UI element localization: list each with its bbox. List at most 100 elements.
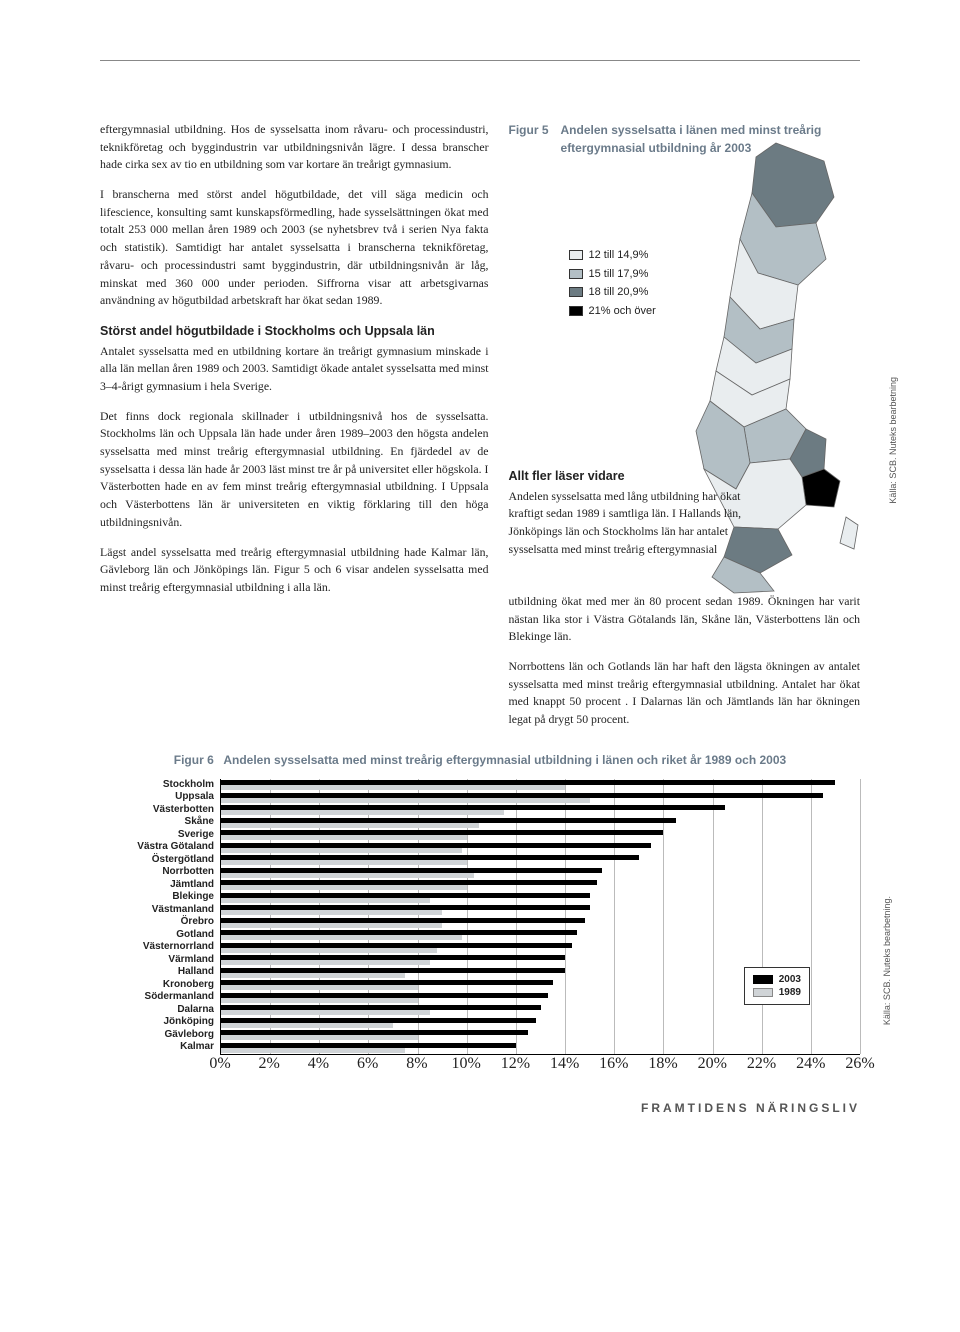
region-label: Gävleborg xyxy=(100,1029,214,1042)
region-label: Dalarna xyxy=(100,1004,214,1017)
bar-row xyxy=(221,1016,860,1029)
legend-label: 15 till 17,9% xyxy=(589,266,649,283)
legend-swatch xyxy=(753,975,773,984)
figure5-source: Källa: SCB. Nuteks bearbetning xyxy=(887,377,901,504)
region-label: Västra Götaland xyxy=(100,841,214,854)
paragraph: Lägst andel sysselsatta med treårig efte… xyxy=(100,544,489,597)
bar-row xyxy=(221,954,860,967)
figure-label: Figur 5 xyxy=(509,121,549,157)
figure-title: Andelen sysselsatta med minst treårig ef… xyxy=(223,753,786,767)
bar-row xyxy=(221,891,860,904)
page-footer: FRAMTIDENS NÄRINGSLIV xyxy=(100,1101,860,1115)
region-label: Halland xyxy=(100,966,214,979)
bar-row xyxy=(221,804,860,817)
legend-swatch xyxy=(569,287,583,297)
bar-row xyxy=(221,941,860,954)
paragraph: Norrbottens län och Gotlands län har haf… xyxy=(509,658,861,729)
bar-1989 xyxy=(221,898,430,903)
legend-swatch xyxy=(753,988,773,997)
page: eftergymnasial utbildning. Hos de syssel… xyxy=(0,0,960,1155)
bar-1989 xyxy=(221,885,467,890)
legend-item: 15 till 17,9% xyxy=(569,266,656,283)
region-label: Kronoberg xyxy=(100,979,214,992)
two-column-layout: eftergymnasial utbildning. Hos de syssel… xyxy=(100,121,860,729)
legend-label: 12 till 14,9% xyxy=(589,247,649,264)
map-legend: 12 till 14,9% 15 till 17,9%18 till 20,9% 2… xyxy=(569,247,656,321)
legend-item: 1989 xyxy=(753,987,801,998)
legend-swatch xyxy=(569,269,583,279)
paragraph: Antalet sysselsatta med en utbildning ko… xyxy=(100,343,489,396)
region-label: Södermanland xyxy=(100,991,214,1004)
right-intro-overlay: Allt fler läser vidare Andelen sysselsat… xyxy=(509,467,749,559)
paragraph: utbildning ökat med mer än 80 procent se… xyxy=(509,593,861,646)
region-label: Värmland xyxy=(100,954,214,967)
chart-legend: 2003 1989 xyxy=(744,967,810,1005)
bar-1989 xyxy=(221,873,474,878)
region-label: Östergötland xyxy=(100,854,214,867)
bar-1989 xyxy=(221,810,504,815)
bar-1989 xyxy=(221,948,437,953)
x-tick-label: 12% xyxy=(501,1055,530,1073)
bar-row xyxy=(221,1029,860,1042)
bar-1989 xyxy=(221,985,418,990)
region-label: Örebro xyxy=(100,916,214,929)
x-tick-label: 24% xyxy=(796,1055,825,1073)
legend-item: 2003 xyxy=(753,974,801,985)
bar-1989 xyxy=(221,923,442,928)
region-label: Jämtland xyxy=(100,879,214,892)
bar-1989 xyxy=(221,823,479,828)
bar-1989 xyxy=(221,1048,405,1053)
bar-1989 xyxy=(221,973,405,978)
region-label: Västerbotten xyxy=(100,804,214,817)
x-tick-label: 6% xyxy=(357,1055,378,1073)
bar-row xyxy=(221,1004,860,1017)
chart-plot-area xyxy=(220,779,860,1055)
x-tick-label: 16% xyxy=(599,1055,628,1073)
bar-1989 xyxy=(221,860,467,865)
bar-1989 xyxy=(221,998,418,1003)
figure6-source: Källa: SCB. Nuteks bearbetning. xyxy=(882,896,892,1025)
paragraph: eftergymnasial utbildning. Hos de syssel… xyxy=(100,121,489,174)
figure-label: Figur 6 xyxy=(174,753,214,767)
chart-y-labels: StockholmUppsalaVästerbottenSkåneSverige… xyxy=(100,779,220,1055)
bar-1989 xyxy=(221,835,467,840)
bar-row xyxy=(221,916,860,929)
legend-item: 18 till 20,9% xyxy=(569,284,656,301)
x-tick-label: 18% xyxy=(648,1055,677,1073)
paragraph: Andelen sysselsatta med lång utbildning … xyxy=(509,488,749,559)
subheading: Störst andel högutbildade i Stockholms o… xyxy=(100,322,489,341)
figure6: Figur 6 Andelen sysselsatta med minst tr… xyxy=(100,753,860,1073)
x-tick-label: 20% xyxy=(698,1055,727,1073)
bar-row xyxy=(221,841,860,854)
paragraph: I branscherna med störst andel högutbild… xyxy=(100,186,489,310)
x-tick-label: 26% xyxy=(845,1055,874,1073)
left-column: eftergymnasial utbildning. Hos de syssel… xyxy=(100,121,489,729)
region-label: Stockholm xyxy=(100,779,214,792)
legend-label: 18 till 20,9% xyxy=(589,284,649,301)
region-label: Sverige xyxy=(100,829,214,842)
x-tick-label: 4% xyxy=(308,1055,329,1073)
legend-item: 21% och över xyxy=(569,303,656,320)
top-rule xyxy=(100,60,860,61)
bar-1989 xyxy=(221,848,462,853)
bar-1989 xyxy=(221,910,442,915)
x-tick-label: 8% xyxy=(406,1055,427,1073)
region-label: Norrbotten xyxy=(100,866,214,879)
right-body-text: utbildning ökat med mer än 80 procent se… xyxy=(509,593,861,729)
x-tick-label: 22% xyxy=(747,1055,776,1073)
bar-1989 xyxy=(221,960,430,965)
bar-1989 xyxy=(221,798,590,803)
region-label: Gotland xyxy=(100,929,214,942)
figure6-chart: StockholmUppsalaVästerbottenSkåneSverige… xyxy=(100,779,860,1055)
chart-x-ticks: 0%2%4%6%8%10%12%14%16%18%20%22%24%26% xyxy=(220,1055,860,1073)
region-label: Uppsala xyxy=(100,791,214,804)
bar-1989 xyxy=(221,785,565,790)
bar-1989 xyxy=(221,1035,418,1040)
bar-row xyxy=(221,866,860,879)
figure5-map: 12 till 14,9% 15 till 17,9%18 till 20,9% 2… xyxy=(509,157,861,587)
bar-1989 xyxy=(221,1010,430,1015)
bar-row xyxy=(221,1041,860,1054)
region-label: Kalmar xyxy=(100,1041,214,1054)
subheading: Allt fler läser vidare xyxy=(509,467,749,486)
region-label: Västernorrland xyxy=(100,941,214,954)
